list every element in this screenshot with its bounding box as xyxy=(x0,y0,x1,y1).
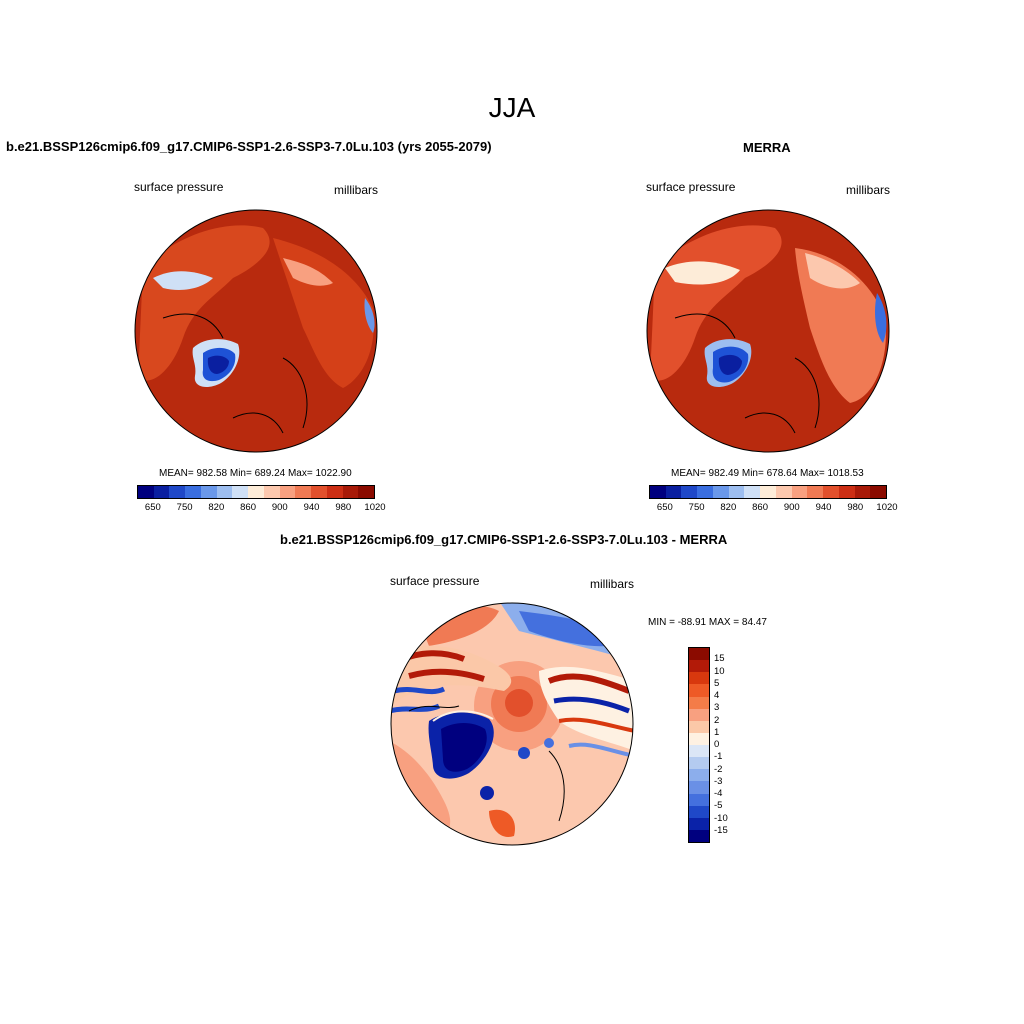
left-colorbar-tick: 980 xyxy=(335,502,352,513)
right-colorbar-swatch xyxy=(791,486,808,498)
diff-colorbar-tick: 0 xyxy=(714,739,720,750)
diff-colorbar-tick: -5 xyxy=(714,800,723,812)
diff-colorbar-swatch xyxy=(689,720,709,733)
right-colorbar-swatch xyxy=(854,486,871,498)
diff-colorbar-tick: 10 xyxy=(714,665,725,677)
left-colorbar-tick: 650 xyxy=(144,502,161,513)
diff-colorbar-ticks: 15 10 5 4 3 2 1 0 -1 -2 -3 -4 -5 -10 -15 xyxy=(714,647,744,843)
right-colorbar-swatch xyxy=(823,486,839,498)
right-colorbar-swatch xyxy=(775,486,792,498)
right-colorbar-swatch xyxy=(681,486,698,498)
right-colorbar-tick: 650 xyxy=(656,502,673,513)
diff-colorbar-tick: -4 xyxy=(714,788,723,799)
left-panel-title: b.e21.BSSP126cmip6.f09_g17.CMIP6-SSP1-2.… xyxy=(6,139,492,154)
right-colorbar-tick: 750 xyxy=(688,502,705,513)
diff-colorbar-tick: -15 xyxy=(714,824,728,836)
right-colorbar-swatch xyxy=(650,486,666,498)
diff-colorbar-swatch xyxy=(689,732,709,745)
diff-colorbar-swatch xyxy=(689,829,709,842)
left-colorbar-ticks: 650 750 820 860 900 940 980 1020 xyxy=(137,502,386,514)
right-colorbar-swatch xyxy=(838,486,855,498)
right-colorbar-swatch xyxy=(712,486,729,498)
diff-colorbar-swatch xyxy=(689,660,709,673)
right-colorbar-tick: 860 xyxy=(752,502,768,513)
diff-stats: MIN = -88.91 MAX = 84.47 xyxy=(648,617,767,628)
left-colorbar-swatch xyxy=(153,486,170,498)
diff-panel-title: b.e21.BSSP126cmip6.f09_g17.CMIP6-SSP1-2.… xyxy=(280,532,728,547)
left-colorbar-tick: 860 xyxy=(240,502,256,513)
left-colorbar-tick: 900 xyxy=(271,502,288,513)
right-colorbar-ticks: 650 750 820 860 900 940 980 1020 xyxy=(649,502,898,514)
diff-colorbar-tick: -10 xyxy=(714,812,728,824)
right-colorbar-tick: 940 xyxy=(815,502,832,513)
left-colorbar-swatch xyxy=(248,486,264,498)
right-colorbar-swatch xyxy=(870,486,887,498)
diff-colorbar-swatch xyxy=(689,708,709,721)
right-colorbar-swatch xyxy=(728,486,745,498)
left-colorbar-swatch xyxy=(263,486,280,498)
diff-colorbar-tick: 5 xyxy=(714,677,720,689)
left-colorbar-swatch xyxy=(216,486,233,498)
left-colorbar-swatch xyxy=(342,486,359,498)
right-colorbar-swatch xyxy=(744,486,761,498)
diff-colorbar-swatch xyxy=(689,793,709,806)
right-colorbar xyxy=(649,485,887,499)
diff-colorbar-tick: 4 xyxy=(714,690,720,701)
left-colorbar-tick: 940 xyxy=(303,502,320,513)
left-units-label: millibars xyxy=(334,183,379,197)
right-colorbar-swatch xyxy=(807,486,824,498)
left-stats: MEAN= 982.58 Min= 689.24 Max= 1022.90 xyxy=(159,468,352,479)
diff-colorbar-tick: 3 xyxy=(714,702,720,714)
left-colorbar-swatch xyxy=(279,486,296,498)
right-variable-label: surface pressure xyxy=(646,180,736,194)
diff-variable-label: surface pressure xyxy=(390,574,480,588)
diff-colorbar-swatch xyxy=(689,769,709,782)
left-colorbar-swatch xyxy=(200,486,217,498)
diff-colorbar-swatch xyxy=(689,805,709,818)
right-colorbar-tick: 1020 xyxy=(876,502,898,513)
left-colorbar-swatch xyxy=(169,486,186,498)
diff-units-label: millibars xyxy=(590,577,635,591)
left-colorbar-swatch xyxy=(232,486,249,498)
left-colorbar-tick: 820 xyxy=(208,502,225,513)
right-units-label: millibars xyxy=(846,183,891,197)
right-polar-map xyxy=(646,209,890,453)
diff-colorbar-swatch xyxy=(689,781,709,794)
right-colorbar-swatch xyxy=(665,486,682,498)
left-colorbar-swatch xyxy=(138,486,154,498)
diff-colorbar-tick: 1 xyxy=(714,726,720,738)
right-panel-title: MERRA xyxy=(743,140,791,155)
left-colorbar-tick: 1020 xyxy=(364,502,386,513)
left-colorbar xyxy=(137,485,375,499)
right-colorbar-tick: 900 xyxy=(783,502,800,513)
left-polar-map xyxy=(134,209,378,453)
left-variable-label: surface pressure xyxy=(134,180,224,194)
season-title: JJA xyxy=(488,92,536,123)
diff-colorbar-tick: -1 xyxy=(714,751,723,763)
diff-colorbar-tick: -3 xyxy=(714,775,723,787)
left-colorbar-swatch xyxy=(311,486,327,498)
right-colorbar-swatch xyxy=(697,486,713,498)
left-colorbar-swatch xyxy=(326,486,343,498)
diff-colorbar-tick: -2 xyxy=(714,763,723,775)
diff-colorbar-swatch xyxy=(689,648,709,661)
left-colorbar-tick: 750 xyxy=(176,502,193,513)
diff-colorbar-tick: 2 xyxy=(714,714,720,726)
diff-colorbar-swatch xyxy=(689,745,709,758)
diff-colorbar-swatch xyxy=(689,696,709,709)
left-colorbar-swatch xyxy=(295,486,312,498)
left-colorbar-swatch xyxy=(358,486,375,498)
left-colorbar-swatch xyxy=(185,486,201,498)
right-colorbar-swatch xyxy=(760,486,776,498)
diff-colorbar-swatch xyxy=(689,684,709,697)
diff-colorbar-swatch xyxy=(689,817,709,830)
diff-polar-map xyxy=(390,602,634,846)
right-stats: MEAN= 982.49 Min= 678.64 Max= 1018.53 xyxy=(671,468,864,479)
diff-colorbar-tick: 15 xyxy=(714,653,725,665)
diff-colorbar xyxy=(688,647,710,843)
diff-colorbar-swatch xyxy=(689,672,709,685)
right-colorbar-tick: 820 xyxy=(720,502,737,513)
diff-colorbar-swatch xyxy=(689,757,709,770)
right-colorbar-tick: 980 xyxy=(847,502,864,513)
